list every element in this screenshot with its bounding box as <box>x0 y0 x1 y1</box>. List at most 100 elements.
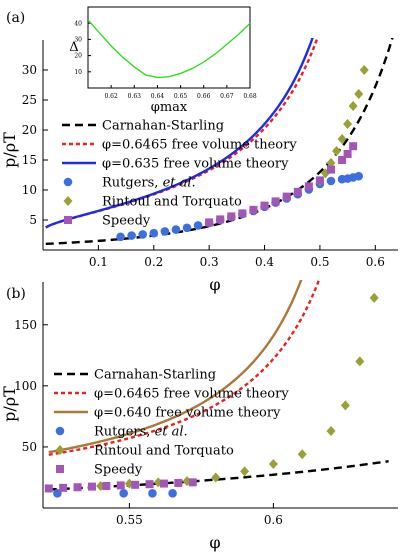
x-tick-label: 0.1 <box>89 255 108 269</box>
panel-b: 0.55 0.6 50 100 150 φ p/ρT (b) Carnahan-Starling… <box>0 280 398 552</box>
data-point-square <box>73 483 82 492</box>
plot-area <box>88 19 251 79</box>
data-point-circle <box>168 489 177 498</box>
data-point-circle <box>326 176 336 186</box>
legend-label-3: Rutgers, et al. <box>102 176 196 191</box>
data-point-square <box>238 209 247 218</box>
inset-panel: 0.62 0.63 0.64 0.65 0.66 0.67 0.68 10 20 30 40 φmax… <box>69 6 257 115</box>
legend-marker-diamond <box>63 196 73 206</box>
y-tick-label: 20 <box>22 123 37 137</box>
legend-label-0: Carnahan-Starling <box>94 368 216 383</box>
x-tick-label: 0.3 <box>200 255 219 269</box>
x-tick-label: 0.55 <box>116 513 143 527</box>
series-line-2 <box>48 280 303 454</box>
series-line-0 <box>88 19 251 79</box>
panel-label: (b) <box>6 286 26 302</box>
panel-a: 0.1 0.2 0.3 0.4 0.5 0.651015202530φp/ρT(a)Car… <box>0 10 398 294</box>
x-axis-title: φ <box>209 275 220 294</box>
data-point-diamond <box>359 65 369 75</box>
x-tick-label: 0.63 <box>128 93 142 100</box>
data-point-square <box>304 182 313 191</box>
legend-label-3: Rutgers, et al. <box>94 425 188 440</box>
data-point-diamond <box>348 101 358 111</box>
y-tick-label: 5 <box>29 213 37 227</box>
data-point-circle <box>160 227 170 236</box>
data-point-circle <box>119 489 128 498</box>
data-point-square <box>102 482 111 491</box>
legend-label-0: Carnahan-Starling <box>102 119 224 134</box>
legend: Carnahan-Starling φ=0.6465 free volume th… <box>62 119 297 229</box>
plot-area <box>44 280 389 498</box>
data-point-square <box>205 218 214 227</box>
data-point-diamond <box>211 472 221 483</box>
data-point-square <box>174 478 183 487</box>
data-point-diamond <box>297 449 307 460</box>
x-tick-label: 0.66 <box>197 93 211 100</box>
x-tick-label: 0.4 <box>255 255 274 269</box>
data-point-square <box>87 482 96 491</box>
y-tick-label: 150 <box>14 318 37 332</box>
data-point-circle <box>354 171 363 181</box>
x-tick-label: 0.6 <box>366 255 385 269</box>
data-point-square <box>44 484 53 493</box>
x-axis-title: φ <box>209 533 220 552</box>
data-point-square <box>159 479 168 488</box>
data-point-diamond <box>369 292 379 303</box>
y-tick-label: 15 <box>22 153 37 167</box>
data-point-square <box>145 480 154 489</box>
data-point-square <box>216 215 225 224</box>
data-point-diamond <box>268 459 278 470</box>
legend-label-1: φ=0.6465 free volume theory <box>94 387 289 402</box>
data-point-diamond <box>340 400 350 411</box>
y-axis-title: p/ρT <box>0 386 19 422</box>
y-tick-label: 50 <box>22 440 37 454</box>
legend: Carnahan-Starling φ=0.6465 free volume th… <box>54 368 289 478</box>
data-point-circle <box>127 231 136 240</box>
legend-label-2: φ=0.640 free volume theory <box>94 406 281 421</box>
data-point-circle <box>182 223 192 233</box>
legend-label-2: φ=0.635 free volume theory <box>102 157 289 172</box>
data-point-square <box>188 478 197 487</box>
data-point-circle <box>171 225 181 234</box>
x-tick-label: 0.68 <box>243 93 257 100</box>
data-point-square <box>343 150 352 158</box>
data-point-circle <box>193 221 203 230</box>
y-tick-label: 30 <box>74 37 82 44</box>
y-tick-label: 100 <box>14 379 37 393</box>
data-point-square <box>59 483 68 492</box>
data-point-circle <box>138 230 147 239</box>
data-point-diamond <box>326 426 336 437</box>
data-point-circle <box>148 489 157 498</box>
series-line-2 <box>45 38 314 229</box>
legend-label-italic: et al. <box>163 176 196 191</box>
y-axis-title: Δ <box>69 40 78 55</box>
x-tick-label: 0.67 <box>220 93 234 100</box>
x-tick-label: 0.5 <box>310 255 329 269</box>
data-point-square <box>315 176 324 185</box>
legend-marker-diamond <box>55 445 65 455</box>
legend-label-italic: et al. <box>155 425 188 440</box>
y-tick-label: 20 <box>74 53 82 60</box>
data-point-square <box>293 187 302 196</box>
data-point-square <box>349 142 358 151</box>
data-point-diamond <box>343 119 353 129</box>
data-point-circle <box>116 232 125 242</box>
data-point-square <box>338 156 347 164</box>
x-tick-label: 0.65 <box>174 93 188 100</box>
x-axis-title: φmax <box>151 100 188 115</box>
x-tick-label: 0.64 <box>151 93 165 100</box>
y-tick-label: 10 <box>22 183 37 197</box>
y-axis-title: p/ρT <box>0 132 19 168</box>
data-point-square <box>249 205 258 214</box>
legend-label-1: φ=0.6465 free volume theory <box>102 138 297 153</box>
data-point-square <box>271 197 280 206</box>
data-point-square <box>227 212 236 221</box>
y-tick-label: 30 <box>22 63 37 77</box>
legend-label-5: Speedy <box>102 214 151 229</box>
legend-marker-circle <box>55 426 65 436</box>
data-point-diamond <box>337 134 347 144</box>
legend-marker-square <box>64 216 72 224</box>
legend-label-4: Rintoul and Torquato <box>94 444 234 459</box>
x-tick-label: 0.2 <box>144 255 163 269</box>
